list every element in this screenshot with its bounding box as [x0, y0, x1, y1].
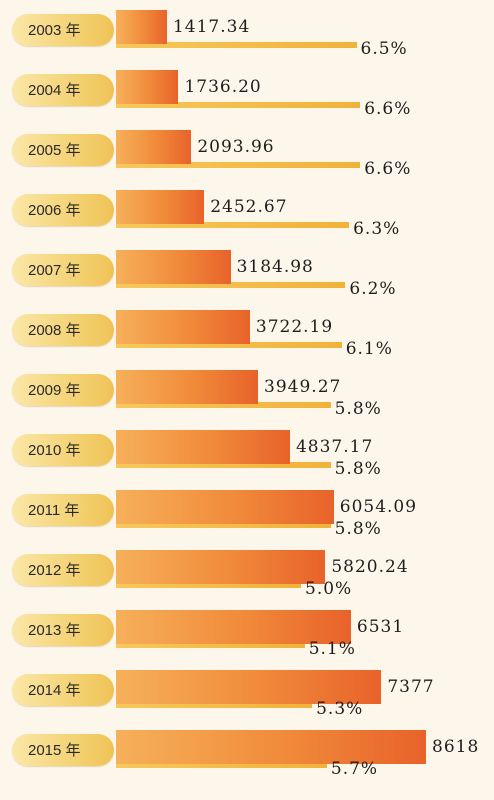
year-tick-label: 2011 年	[28, 502, 80, 519]
value-data-label: 6054.09	[339, 497, 418, 517]
value-bar	[116, 10, 167, 44]
value-data-label: 6531	[356, 617, 405, 637]
value-data-label: 3722.19	[255, 317, 334, 337]
year-pill	[12, 554, 114, 586]
value-bar	[116, 250, 231, 284]
rate-bar	[116, 582, 301, 588]
chart-row: 2010 年 4837.17 5.8%	[0, 426, 494, 486]
value-bar	[116, 130, 192, 164]
rate-data-label: 5.1%	[308, 639, 356, 659]
rate-bar	[116, 522, 331, 528]
year-pill	[12, 314, 114, 346]
chart-row: 2007 年 3184.98 6.2%	[0, 246, 494, 306]
value-data-label: 2452.67	[210, 197, 288, 217]
chart-row: 2008 年 3722.19 6.1%	[0, 306, 494, 366]
value-data-label: 1417.34	[172, 17, 251, 37]
year-tick-label: 2010 年	[28, 442, 81, 459]
value-data-label: 1736.20	[184, 77, 262, 97]
year-pill	[12, 254, 114, 286]
rate-bar	[116, 402, 331, 408]
value-bar	[116, 730, 426, 764]
year-pill	[12, 614, 114, 646]
year-pill	[12, 194, 114, 226]
rate-bar	[116, 642, 305, 648]
rate-bar	[116, 102, 361, 108]
value-data-label: 3949.27	[264, 377, 342, 397]
value-bar	[116, 190, 205, 224]
rate-bar	[116, 702, 313, 708]
value-bar	[116, 490, 334, 524]
rate-bar	[116, 42, 357, 48]
rate-data-label: 6.6%	[364, 99, 412, 119]
rate-data-label: 5.7%	[330, 759, 379, 779]
value-bar	[116, 550, 326, 584]
value-bar	[116, 610, 351, 644]
year-tick-label: 2008 年	[28, 322, 81, 339]
year-tick-label: 2013 年	[28, 622, 81, 639]
value-bar	[116, 310, 250, 344]
year-tick-label: 2006 年	[28, 202, 81, 219]
year-tick-label: 2007 年	[28, 262, 81, 279]
year-tick-label: 2009 年	[28, 382, 81, 399]
rate-data-label: 6.3%	[353, 219, 401, 239]
year-pill	[12, 494, 114, 526]
rate-data-label: 5.8%	[334, 399, 382, 419]
rate-data-label: 6.6%	[364, 159, 412, 179]
year-pill	[12, 674, 114, 706]
year-tick-label: 2014 年	[28, 682, 81, 699]
rate-bar	[116, 462, 331, 468]
value-data-label: 8618	[432, 737, 480, 757]
chart-row: 2005 年 2093.96 6.6%	[0, 126, 494, 186]
chart-row: 2012 年 5820.24 5.0%	[0, 546, 494, 606]
rate-data-label: 5.3%	[316, 699, 364, 719]
year-tick-label: 2015 年	[28, 742, 81, 759]
rate-data-label: 5.0%	[305, 579, 353, 599]
value-data-label: 2093.96	[197, 137, 275, 157]
rate-data-label: 5.8%	[334, 519, 382, 539]
chart-row: 2003 年 1417.34 6.5%	[0, 6, 494, 66]
rate-bar	[116, 162, 361, 168]
chart-row: 2006 年 2452.67 6.3%	[0, 186, 494, 246]
chart-row: 2011 年 6054.09 5.8%	[0, 486, 494, 546]
chart-row: 2014 年 7377 5.3%	[0, 666, 494, 726]
year-pill	[12, 74, 114, 106]
rate-data-label: 6.2%	[349, 279, 397, 299]
value-data-label: 4837.17	[295, 437, 374, 457]
value-bar	[116, 70, 179, 104]
year-pill	[12, 734, 114, 766]
value-data-label: 5820.24	[331, 557, 409, 577]
value-bar	[116, 430, 290, 464]
chart-row: 2009 年 3949.27 5.8%	[0, 366, 494, 426]
chart-row: 2015 年 8618 5.7%	[0, 726, 494, 786]
rate-bar	[116, 342, 342, 348]
year-tick-label: 2004 年	[28, 82, 81, 99]
year-tick-label: 2012 年	[28, 562, 81, 579]
rate-data-label: 5.8%	[334, 459, 382, 479]
value-bar	[116, 670, 382, 704]
value-data-label: 7377	[387, 677, 435, 697]
rate-bar	[116, 762, 327, 768]
chart-row: 2004 年 1736.20 6.6%	[0, 66, 494, 126]
year-tick-label: 2005 年	[28, 142, 81, 159]
year-tick-label: 2003 年	[28, 22, 81, 39]
chart-row: 2013 年 6531 5.1%	[0, 606, 494, 666]
year-pill	[12, 134, 114, 166]
year-pill	[12, 14, 114, 46]
year-pill	[12, 434, 114, 466]
value-bar	[116, 370, 259, 404]
rate-bar	[116, 282, 346, 288]
value-data-label: 3184.98	[236, 257, 314, 277]
year-pill	[12, 374, 114, 406]
rate-data-label: 6.1%	[345, 339, 393, 359]
rate-bar	[116, 222, 350, 228]
rate-data-label: 6.5%	[360, 39, 408, 59]
